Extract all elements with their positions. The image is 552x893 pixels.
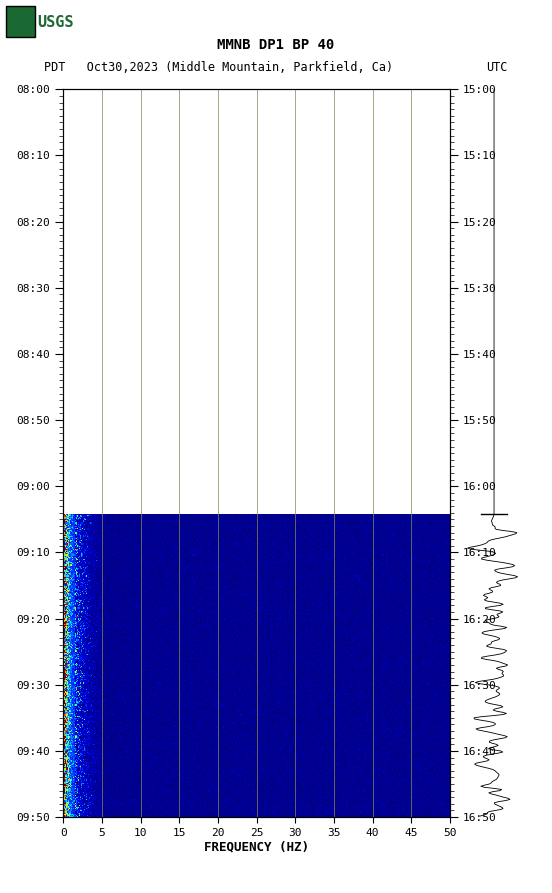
Text: USGS: USGS <box>37 15 73 29</box>
Text: PDT   Oct30,2023 (Middle Mountain, Parkfield, Ca): PDT Oct30,2023 (Middle Mountain, Parkfie… <box>44 61 393 74</box>
FancyBboxPatch shape <box>6 6 34 37</box>
Text: UTC: UTC <box>486 61 507 74</box>
Text: MMNB DP1 BP 40: MMNB DP1 BP 40 <box>217 38 335 52</box>
X-axis label: FREQUENCY (HZ): FREQUENCY (HZ) <box>204 840 309 854</box>
